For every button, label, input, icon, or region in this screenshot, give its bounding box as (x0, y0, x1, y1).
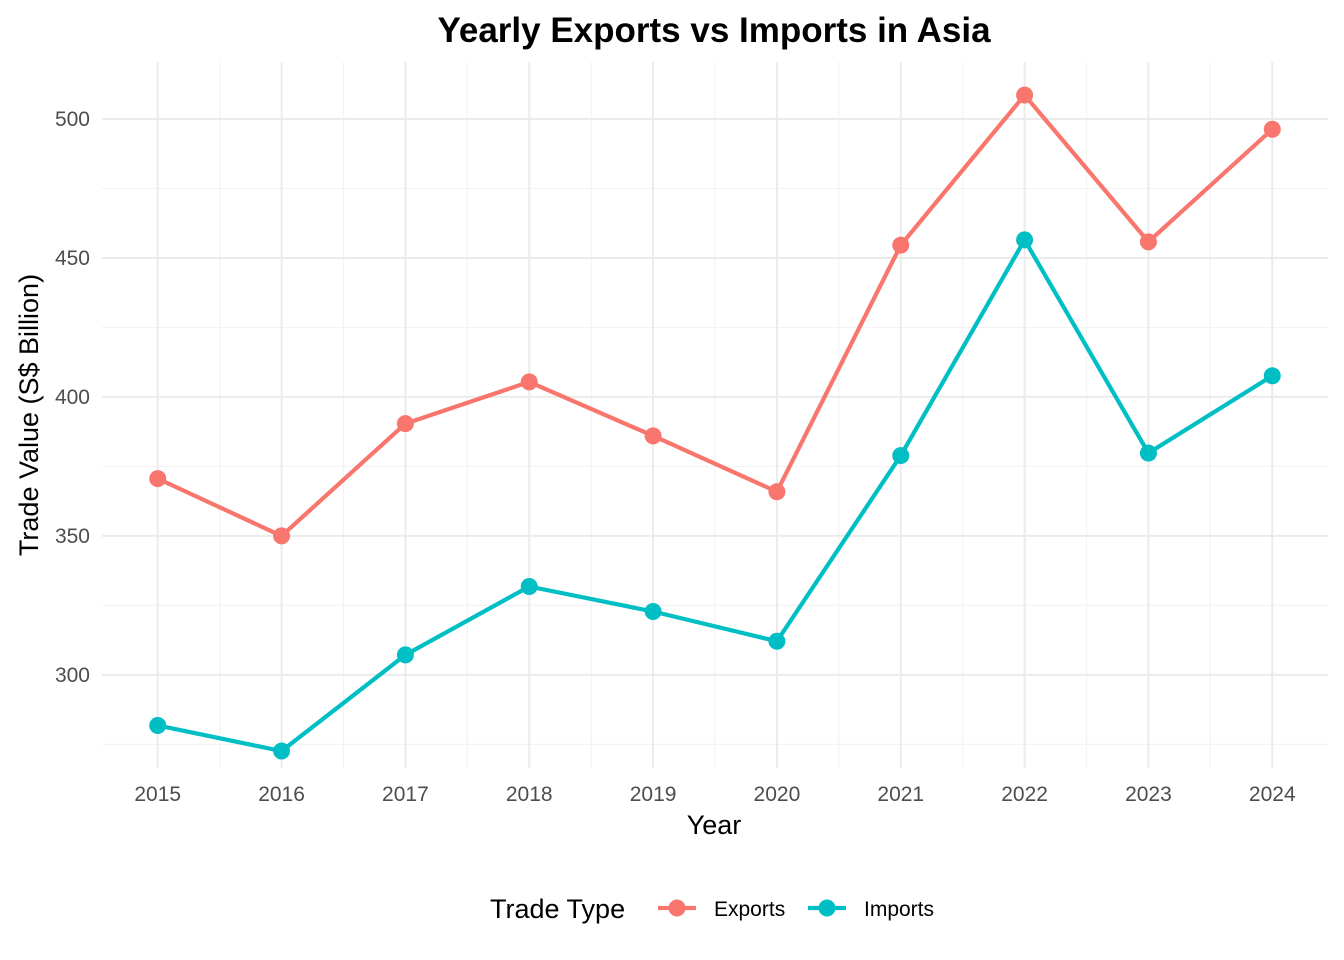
data-point-imports (520, 577, 538, 595)
x-tick-label: 2021 (877, 783, 924, 806)
x-axis-ticks: 2015 2016 2017 2018 2019 2020 2021 2022 2023 2024 (134, 783, 1296, 806)
x-tick-label: 2023 (1125, 783, 1172, 806)
data-point-imports (1263, 367, 1281, 385)
data-point-exports (273, 527, 291, 545)
series-line-exports (156, 92, 1274, 539)
y-tick-label: 450 (55, 247, 90, 270)
legend-label-exports: Exports (714, 898, 785, 921)
data-point-imports (892, 447, 910, 465)
data-point-imports (396, 646, 414, 664)
data-point-imports (149, 716, 167, 734)
x-tick-label: 2019 (630, 783, 677, 806)
data-point-imports (1139, 444, 1157, 462)
legend-item-exports: Exports (658, 898, 785, 921)
x-tick-label: 2024 (1249, 783, 1296, 806)
y-axis-ticks: 300 350 400 450 500 (55, 108, 90, 687)
series-exports (149, 86, 1281, 545)
legend-title: Trade Type (490, 894, 625, 924)
legend-label-imports: Imports (864, 898, 934, 921)
y-tick-label: 300 (55, 664, 90, 687)
y-tick-label: 400 (55, 386, 90, 409)
y-tick-label: 350 (55, 525, 90, 548)
legend-item-imports: Imports (808, 898, 934, 921)
y-axis-title: Trade Value (S$ Billion) (14, 274, 44, 556)
plot-grid (102, 62, 1328, 768)
legend: Trade Type Exports Imports (490, 894, 934, 924)
series-imports (149, 231, 1281, 760)
legend-key-point-imports (818, 899, 836, 917)
data-point-exports (644, 427, 662, 445)
series-layer (149, 86, 1281, 760)
x-tick-label: 2016 (258, 783, 305, 806)
x-tick-label: 2017 (382, 783, 429, 806)
legend-items: Exports Imports (658, 898, 934, 921)
x-tick-label: 2020 (754, 783, 801, 806)
x-tick-label: 2015 (134, 783, 181, 806)
data-point-imports (1016, 231, 1034, 249)
data-point-exports (1016, 86, 1034, 104)
data-point-exports (768, 483, 786, 501)
series-line-imports (157, 237, 1274, 754)
data-point-exports (149, 470, 167, 488)
y-tick-label: 500 (55, 108, 90, 131)
legend-key-point-exports (668, 899, 686, 917)
data-point-imports (768, 632, 786, 650)
data-point-imports (644, 603, 662, 621)
data-point-exports (1263, 120, 1281, 138)
x-tick-label: 2022 (1001, 783, 1048, 806)
x-tick-label: 2018 (506, 783, 553, 806)
data-point-exports (1139, 233, 1157, 251)
data-point-exports (396, 415, 414, 433)
data-point-exports (520, 373, 538, 391)
data-point-imports (273, 742, 291, 760)
data-point-exports (892, 236, 910, 254)
x-axis-title: Year (687, 810, 742, 840)
chart-title: Yearly Exports vs Imports in Asia (437, 11, 991, 50)
